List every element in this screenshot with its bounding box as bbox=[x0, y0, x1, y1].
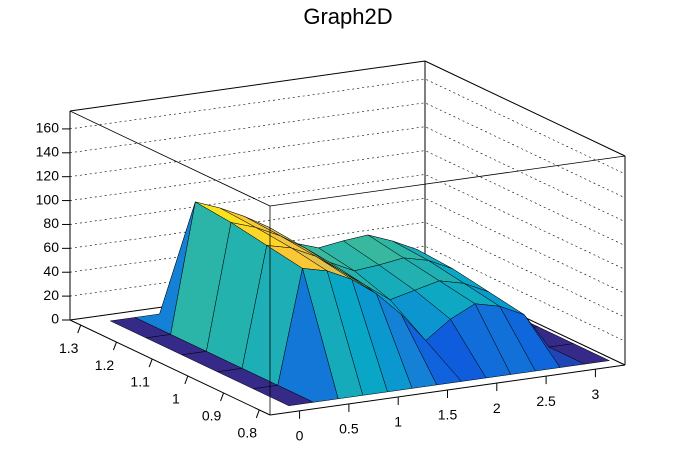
box-edge bbox=[69, 110, 271, 207]
z-tick-label: 0 bbox=[51, 311, 59, 327]
box-edge bbox=[269, 155, 626, 207]
z-tick-label: 20 bbox=[43, 287, 59, 303]
y-tick-label: 1.3 bbox=[59, 340, 79, 356]
z-tick-label: 100 bbox=[36, 191, 60, 207]
z-tick-label: 140 bbox=[36, 144, 60, 160]
y-tick bbox=[148, 358, 153, 368]
y-tick bbox=[184, 375, 189, 385]
grid-line bbox=[69, 269, 626, 366]
y-tick bbox=[255, 409, 260, 419]
x-tick-label: 1.5 bbox=[438, 407, 458, 423]
y-tick-label: 1.1 bbox=[130, 374, 150, 390]
box-edge bbox=[69, 60, 426, 112]
z-tick-label: 40 bbox=[43, 263, 59, 279]
box-edge bbox=[424, 60, 626, 157]
z-tick-label: 160 bbox=[36, 120, 60, 136]
y-tick-label: 0.9 bbox=[202, 408, 222, 424]
grid-line bbox=[69, 198, 626, 294]
grid-line bbox=[69, 245, 626, 342]
grid-line bbox=[69, 174, 626, 270]
y-tick-label: 1 bbox=[172, 391, 180, 407]
z-tick-label: 60 bbox=[43, 239, 59, 255]
grid-line bbox=[69, 78, 626, 175]
x-tick-label: 2.5 bbox=[536, 393, 556, 409]
box-edge bbox=[69, 319, 271, 416]
y-tick bbox=[77, 324, 82, 334]
x-tick-label: 3 bbox=[592, 386, 600, 402]
x-tick-label: 2 bbox=[493, 400, 501, 416]
grid-line bbox=[69, 221, 626, 318]
y-tick bbox=[220, 392, 225, 402]
grid-line bbox=[69, 102, 626, 199]
chart-title: Graph2D bbox=[303, 4, 392, 29]
grid-line bbox=[69, 126, 626, 222]
z-tick-label: 120 bbox=[36, 167, 60, 183]
surface-cell bbox=[252, 385, 315, 407]
y-tick bbox=[112, 341, 117, 351]
z-tick-label: 80 bbox=[43, 215, 59, 231]
y-tick-label: 1.2 bbox=[95, 357, 115, 373]
x-tick-label: 1 bbox=[394, 414, 402, 430]
grid-line bbox=[69, 150, 626, 246]
y-tick-label: 0.8 bbox=[238, 425, 258, 441]
x-tick-label: 0 bbox=[296, 428, 304, 444]
x-tick-label: 0.5 bbox=[339, 421, 359, 437]
